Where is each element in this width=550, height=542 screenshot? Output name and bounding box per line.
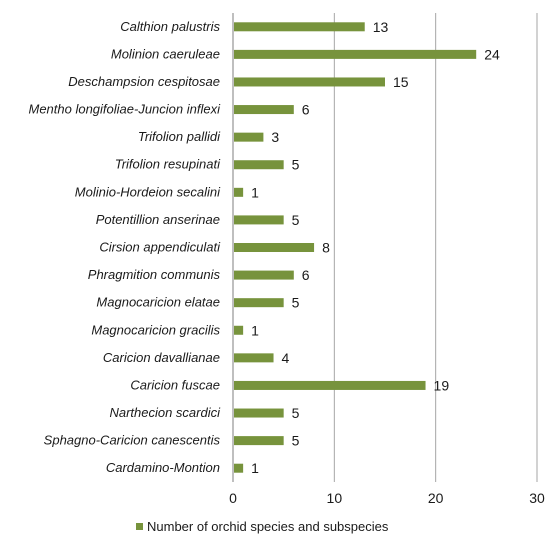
bar-1 — [234, 49, 477, 59]
category-label-12: Caricion davallianae — [103, 350, 220, 365]
bar-14 — [234, 408, 284, 418]
bar-11 — [234, 325, 244, 335]
x-tick-30: 30 — [529, 490, 545, 506]
value-label-10: 5 — [292, 295, 300, 311]
value-label-7: 5 — [292, 212, 300, 228]
x-tick-10: 10 — [327, 490, 343, 506]
value-label-12: 4 — [282, 350, 290, 366]
legend-swatch — [136, 523, 143, 530]
bar-8 — [234, 243, 315, 252]
value-label-4: 3 — [271, 129, 279, 145]
bars — [234, 22, 477, 473]
category-label-0: Calthion palustris — [120, 19, 220, 34]
category-label-4: Trifolion pallidi — [138, 129, 221, 144]
value-label-6: 1 — [251, 184, 259, 200]
value-label-2: 15 — [393, 74, 409, 90]
category-label-1: Molinion caeruleae — [111, 46, 220, 61]
category-label-3: Mentho longifoliae-Juncion inflexi — [28, 102, 221, 117]
x-tick-labels: 0 10 20 30 — [229, 490, 545, 506]
category-label-8: Cirsion appendiculati — [99, 240, 221, 255]
bar-9 — [234, 270, 294, 280]
bar-0 — [234, 22, 365, 32]
category-label-16: Cardamino-Montion — [106, 460, 220, 475]
value-label-16: 1 — [251, 460, 259, 476]
value-label-0: 13 — [373, 19, 389, 35]
category-label-10: Magnocaricion elatae — [96, 295, 220, 310]
category-label-11: Magnocaricion gracilis — [91, 322, 220, 337]
category-label-7: Potentillion anserinae — [96, 212, 220, 227]
category-labels: Calthion palustris Molinion caeruleae Desc… — [28, 19, 221, 475]
category-label-2: Deschampsion cespitosae — [68, 74, 220, 89]
value-label-8: 8 — [322, 240, 330, 256]
bar-7 — [234, 215, 284, 225]
gridlines — [232, 13, 538, 482]
category-label-15: Sphagno-Caricion canescentis — [44, 433, 221, 448]
bar-4 — [234, 132, 264, 142]
legend-label: Number of orchid species and subspecies — [147, 519, 389, 534]
value-label-9: 6 — [302, 267, 310, 283]
category-label-13: Caricion fuscae — [130, 377, 220, 392]
legend: Number of orchid species and subspecies — [136, 519, 389, 534]
bar-5 — [234, 160, 284, 170]
category-label-5: Trifolion resupinati — [115, 157, 221, 172]
category-label-9: Phragmition communis — [88, 267, 221, 282]
bar-10 — [234, 298, 284, 308]
bar-13 — [234, 380, 426, 390]
bar-15 — [234, 436, 284, 446]
value-label-13: 19 — [434, 377, 450, 393]
category-label-6: Molinio-Hordeion secalini — [75, 184, 221, 199]
bar-12 — [234, 353, 274, 363]
bar-16 — [234, 463, 244, 473]
bar-2 — [234, 77, 385, 87]
x-tick-20: 20 — [428, 490, 444, 506]
value-label-14: 5 — [292, 405, 300, 421]
bar-3 — [234, 105, 294, 115]
bar-6 — [234, 187, 244, 197]
value-label-15: 5 — [292, 433, 300, 449]
value-label-3: 6 — [302, 102, 310, 118]
category-label-14: Narthecion scardici — [109, 405, 221, 420]
value-label-5: 5 — [292, 157, 300, 173]
x-tick-0: 0 — [229, 490, 237, 506]
value-label-11: 1 — [251, 322, 259, 338]
value-label-1: 24 — [484, 46, 500, 62]
